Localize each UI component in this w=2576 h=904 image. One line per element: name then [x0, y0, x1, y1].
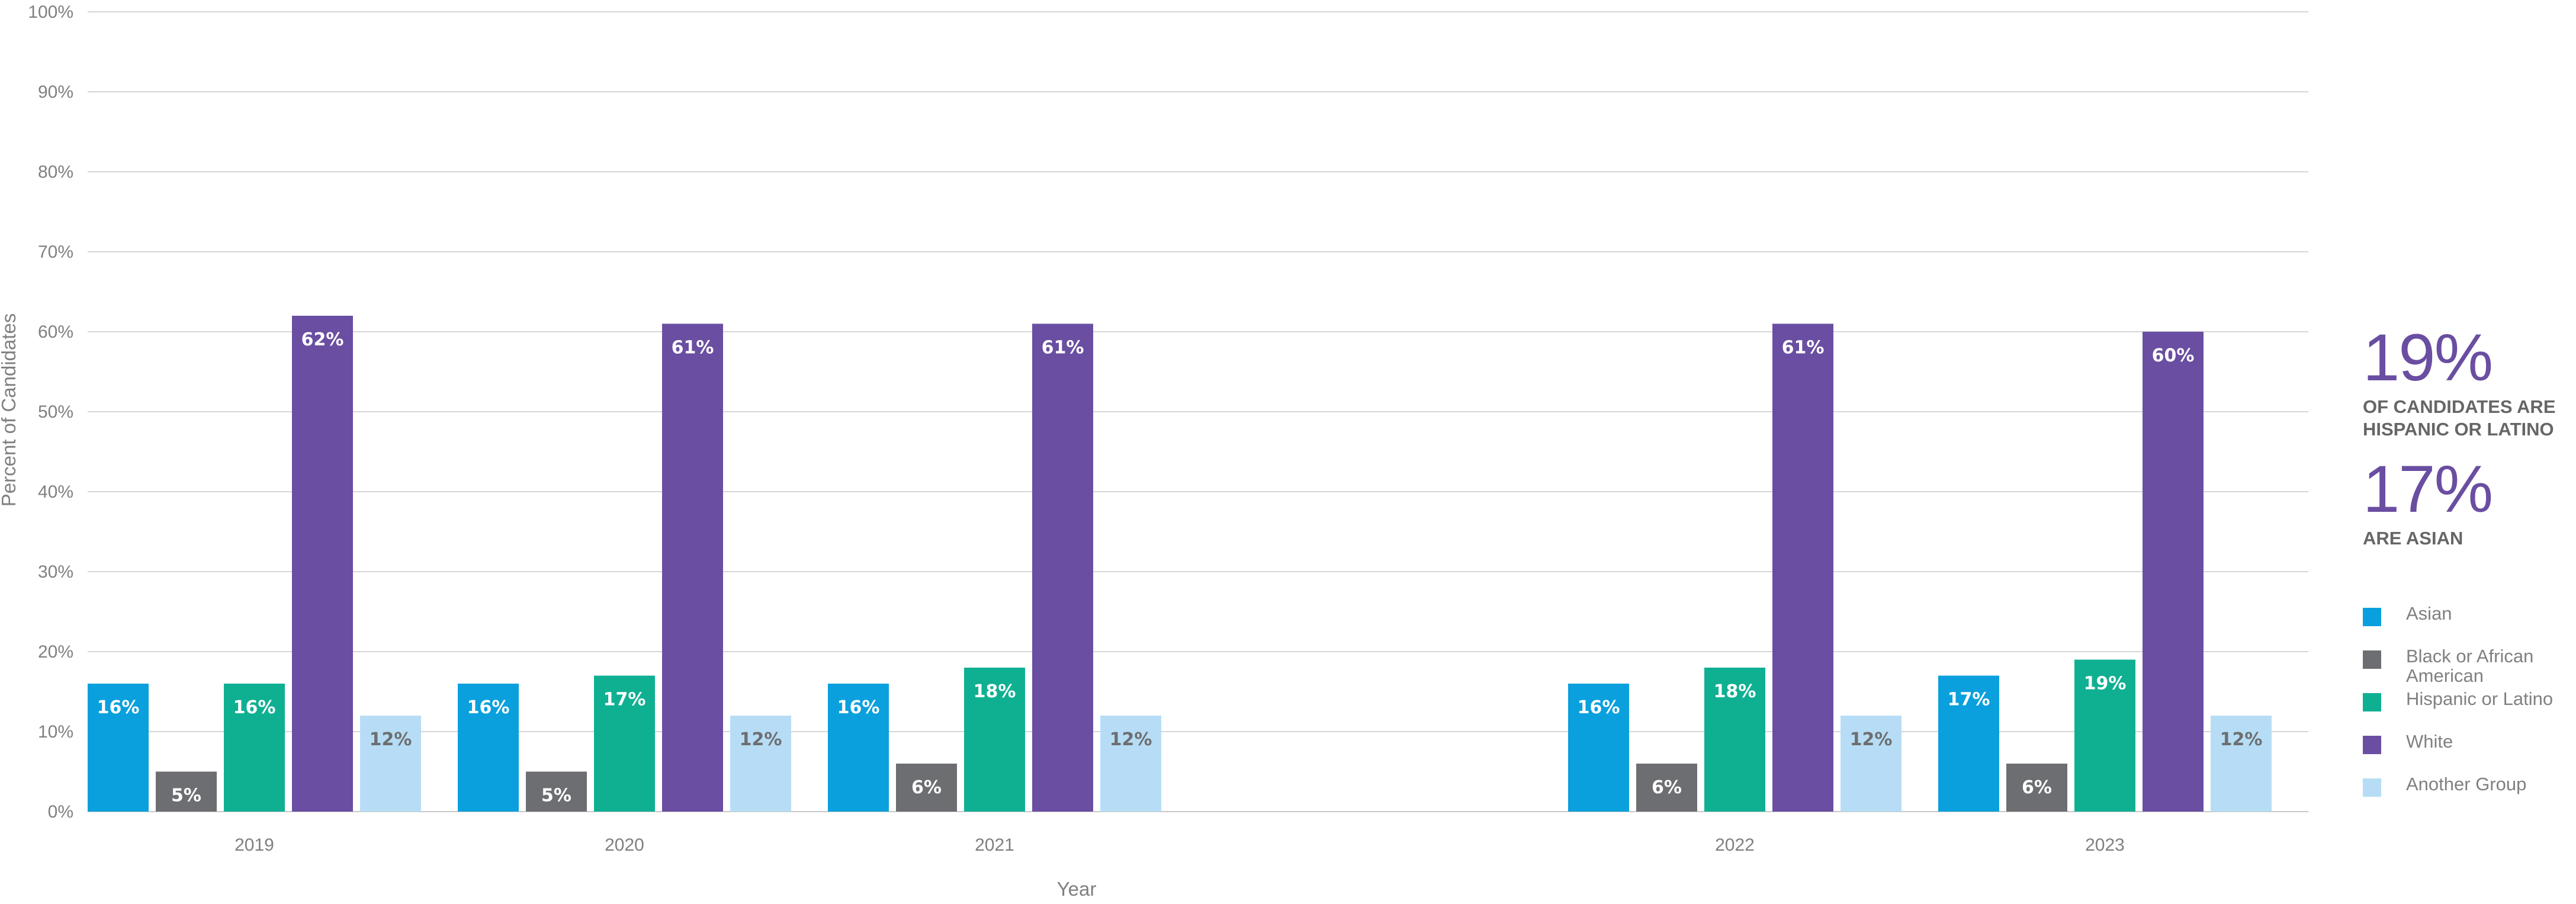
bar-data-label: 18% — [1714, 681, 1756, 702]
bar — [1032, 323, 1093, 812]
legend-item-black: Black or African American — [2363, 646, 2576, 690]
bar — [360, 716, 421, 812]
bars — [88, 316, 2272, 812]
bar-data-label: 61% — [672, 338, 714, 358]
bar — [828, 684, 889, 812]
y-tick-label: 20% — [38, 642, 73, 662]
legend-label: Asian — [2406, 603, 2452, 624]
x-axis-title: Year — [1057, 878, 1097, 900]
legend-item-asian: Asian — [2363, 604, 2576, 647]
bar-data-label: 61% — [1042, 338, 1084, 358]
bar-data-label: 16% — [97, 697, 140, 718]
callout-caption: OF CANDIDATES ARE HISPANIC OR LATINO — [2363, 396, 2556, 441]
y-tick-label: 10% — [38, 722, 73, 742]
y-tick-label: 50% — [38, 402, 73, 422]
bar-labels: 16% 5% 16% 62% 12% 16% 5% 17% 61% 12% 16% 6% 18% 61% 1… — [97, 329, 2263, 806]
bar — [156, 771, 217, 812]
y-tick-label: 70% — [38, 242, 73, 262]
bar-data-label: 5% — [541, 786, 571, 806]
callout-asian: 17% ARE ASIAN — [2363, 452, 2493, 550]
x-tick-label: 2021 — [975, 835, 1014, 855]
bar — [1938, 675, 1999, 812]
y-axis-title: Percent of Candidates — [0, 313, 20, 507]
y-tick-label: 100% — [28, 2, 73, 22]
bar — [1772, 323, 1833, 812]
callout-caption: ARE ASIAN — [2363, 527, 2492, 550]
bar-data-label: 5% — [171, 786, 201, 806]
legend-swatch — [2363, 650, 2381, 669]
y-axis-ticks: 0% 10% 20% 30% 40% 50% 60% 70% 80% 90% 100% — [28, 2, 73, 822]
bar-data-label: 12% — [2220, 729, 2263, 750]
bar-data-label: 16% — [837, 697, 880, 718]
legend-label: Black or African American — [2406, 646, 2534, 686]
bar — [2074, 659, 2135, 812]
bar-data-label: 18% — [974, 681, 1016, 702]
legend-item-another: Another Group — [2363, 774, 2576, 818]
callout-value: 17% — [2363, 452, 2493, 526]
callout-caption-line: ARE ASIAN — [2363, 528, 2463, 549]
bar — [526, 771, 587, 812]
callout-caption-line: OF CANDIDATES ARE — [2363, 396, 2556, 417]
bar — [896, 764, 957, 812]
bar — [2143, 332, 2204, 812]
callout-caption-line: HISPANIC OR LATINO — [2363, 418, 2554, 440]
y-tick-label: 80% — [38, 162, 73, 182]
bar — [594, 675, 655, 812]
legend-swatch — [2363, 736, 2381, 754]
bar-data-label: 12% — [1850, 729, 1893, 750]
legend-label: Another Group — [2406, 774, 2527, 794]
bar — [2006, 764, 2067, 812]
callout-hispanic: 19% OF CANDIDATES ARE HISPANIC OR LATINO — [2363, 325, 2556, 441]
bar — [730, 716, 791, 812]
bar-data-label: 12% — [1110, 729, 1152, 750]
y-tick-label: 30% — [38, 562, 73, 582]
bar — [1841, 716, 1902, 812]
bar — [88, 684, 149, 812]
legend-swatch — [2363, 778, 2381, 797]
bar — [292, 316, 353, 812]
legend-label: White — [2406, 731, 2453, 752]
bar-data-label: 61% — [1782, 338, 1825, 358]
x-axis-ticks: 2019 2020 2021 2022 2023 — [235, 835, 2125, 855]
bar-data-label: 6% — [2022, 777, 2052, 798]
bar-data-label: 60% — [2152, 345, 2195, 366]
bar — [224, 684, 285, 812]
y-tick-label: 40% — [38, 482, 73, 502]
bar — [1100, 716, 1161, 812]
bar-data-label: 17% — [603, 690, 646, 710]
bar-data-label: 12% — [370, 729, 412, 750]
legend-item-white: White — [2363, 732, 2576, 775]
legend: Asian Black or African American Hispanic… — [2363, 604, 2576, 818]
bar-data-label: 16% — [467, 697, 510, 718]
bar-data-label: 16% — [1578, 697, 1620, 718]
bar — [1568, 684, 1629, 812]
bar — [2211, 716, 2272, 812]
bar-data-label: 19% — [2084, 674, 2127, 694]
y-tick-label: 60% — [38, 322, 73, 342]
bar — [662, 323, 723, 812]
callout-value: 19% — [2363, 320, 2493, 395]
x-tick-label: 2019 — [235, 835, 274, 855]
legend-swatch — [2363, 608, 2381, 626]
x-tick-label: 2020 — [605, 835, 644, 855]
bar-data-label: 6% — [911, 777, 942, 798]
legend-label: Hispanic or Latino — [2406, 688, 2553, 709]
bar-data-label: 12% — [740, 729, 782, 750]
legend-swatch — [2363, 693, 2381, 711]
bar — [1636, 764, 1697, 812]
legend-item-hispanic: Hispanic or Latino — [2363, 688, 2576, 732]
bar — [964, 668, 1025, 812]
bar-data-label: 17% — [1948, 690, 1990, 710]
bar-data-label: 6% — [1652, 777, 1682, 798]
bar — [458, 684, 519, 812]
bar-data-label: 62% — [301, 329, 344, 350]
bar-data-label: 16% — [233, 697, 276, 718]
x-tick-label: 2022 — [1715, 835, 1755, 855]
bar — [1704, 668, 1765, 812]
y-tick-label: 90% — [38, 82, 73, 102]
y-tick-label: 0% — [48, 802, 73, 822]
x-tick-label: 2023 — [2085, 835, 2125, 855]
